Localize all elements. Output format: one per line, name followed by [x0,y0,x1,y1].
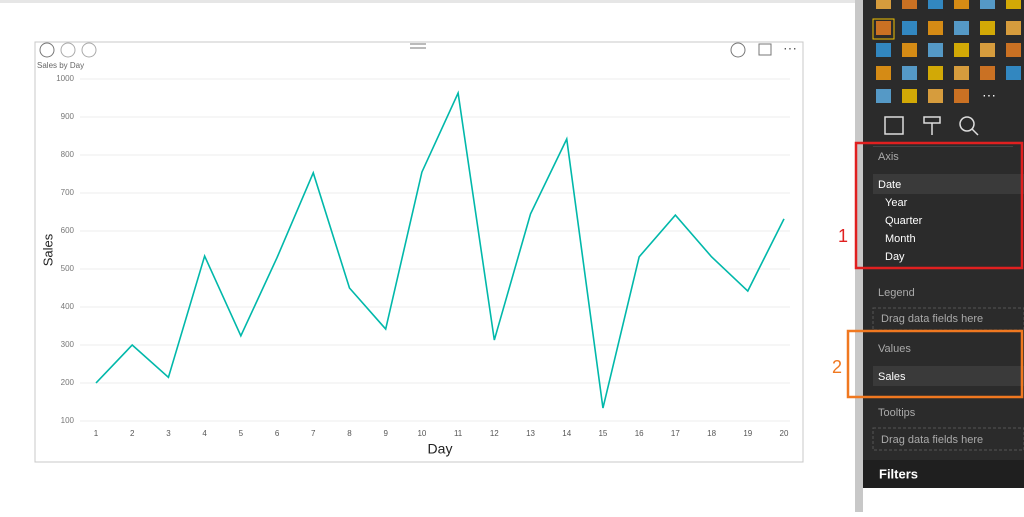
axis-field-name[interactable]: Date [878,179,901,191]
visual-icon [902,0,917,9]
visual-icon [954,43,969,57]
frame-icons [39,42,772,58]
visual-icon [928,89,943,103]
visual-icon [876,89,891,103]
y-tick-label: 700 [61,188,75,197]
chart-title: Sales by Day [37,61,84,70]
x-tick-label: 6 [275,429,280,438]
filters-header[interactable]: Filters [879,466,918,481]
divider [873,146,1013,147]
annotation: 1 [838,226,848,246]
values-field-name[interactable]: Sales [878,371,906,383]
values-field[interactable] [873,366,1024,386]
visual-icon [980,43,995,57]
visual-icon [876,66,891,80]
visual-icon [954,89,969,103]
hierarchy-level[interactable]: Quarter [885,215,923,227]
x-tick-label: 17 [671,429,680,438]
visual-icon [876,43,891,57]
highlight-box [854,141,1024,270]
x-tick-label: 10 [417,429,426,438]
x-tick-label: 7 [311,429,316,438]
x-tick-label: 5 [239,429,244,438]
x-axis-label: Day [428,441,453,457]
visual-icon [980,66,995,80]
visualizations-pane [863,0,1024,488]
more-icon[interactable]: ··· [783,40,797,56]
hierarchy-level[interactable]: Month [885,233,916,245]
visual-icon [1006,21,1021,35]
visual-icon [954,21,969,35]
legend-well[interactable] [872,307,1024,331]
axis-field[interactable] [873,174,1024,194]
visual-icon [902,21,917,35]
visual-frame[interactable] [34,41,804,463]
data-line [95,90,785,409]
visual-icon [902,89,917,103]
x-tick-label: 16 [635,429,644,438]
hierarchy-level[interactable]: Day [885,251,905,263]
annotation: 2 [832,357,842,377]
visual-icon [928,43,943,57]
hierarchy-level[interactable]: Year [885,197,908,209]
x-tick-label: 4 [202,429,207,438]
y-tick-label: 1000 [56,74,74,83]
x-tick-label: 9 [383,429,388,438]
tooltips-well[interactable] [872,427,1024,451]
placeholder: Drag data fields here [881,434,983,446]
y-tick-label: 100 [61,416,75,425]
placeholder: Drag data fields here [881,313,983,325]
visual-icon [876,0,891,9]
highlight-box [846,329,1024,399]
visual-icon [1006,66,1021,80]
y-tick-label: 500 [61,264,75,273]
tooltips-header: Tooltips [878,407,916,419]
pane-bottom [863,488,1024,512]
x-tick-label: 19 [743,429,752,438]
top-strip [0,0,860,3]
visual-icon [954,0,969,9]
x-tick-label: 2 [130,429,135,438]
visual-icon [876,21,891,35]
x-tick-label: 1 [94,429,99,438]
filters-bar [863,460,1024,488]
visual-icon [980,0,995,9]
x-tick-label: 20 [780,429,789,438]
y-tick-label: 200 [61,378,75,387]
y-tick-label: 900 [61,112,75,121]
values-header: Values [878,343,911,355]
splitter [855,0,863,512]
y-axis-label: Sales [40,233,55,266]
visual-icon [902,43,917,57]
visual-icon [928,66,943,80]
x-tick-label: 18 [707,429,716,438]
x-tick-label: 11 [454,429,463,438]
y-tick-label: 600 [61,226,75,235]
visual-icon [928,21,943,35]
legend-header: Legend [878,287,915,299]
visual-icons [876,0,1021,103]
x-tick-label: 12 [490,429,499,438]
more-visuals[interactable]: ··· [982,87,996,103]
x-tick-label: 14 [562,429,571,438]
visual-icon [1006,43,1021,57]
visual-icon [980,21,995,35]
visual-icon [928,0,943,9]
y-tick-label: 400 [61,302,75,311]
visual-icon [954,66,969,80]
pane-tabs[interactable] [884,116,979,136]
selected-visual[interactable] [872,18,895,40]
visual-icon [1006,0,1021,9]
axis-header: Axis [878,151,899,163]
y-tick-label: 800 [61,150,75,159]
x-tick-label: 8 [347,429,352,438]
x-tick-label: 3 [166,429,171,438]
x-tick-label: 13 [526,429,535,438]
x-tick-label: 15 [598,429,607,438]
y-tick-label: 300 [61,340,75,349]
visual-icon [902,66,917,80]
